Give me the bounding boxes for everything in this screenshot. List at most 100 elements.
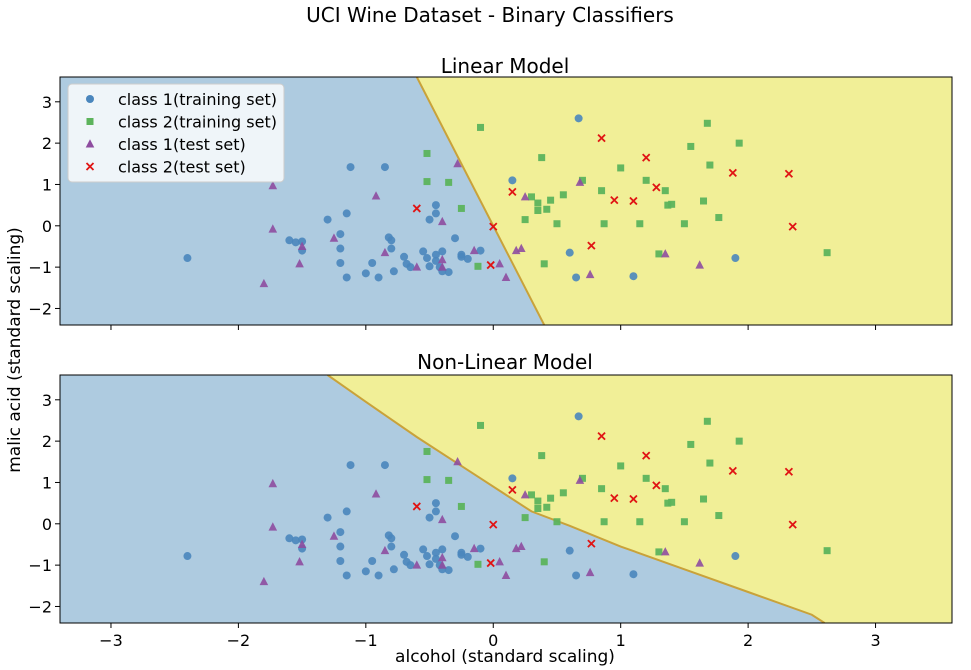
linear-class1-test-point: [259, 278, 269, 288]
linear-class1-train-point: [368, 259, 377, 267]
nonlinear-class2-train-point: [655, 548, 663, 556]
legend-marker-circle: [86, 95, 94, 103]
nonlinear-y-tick-label: −2: [28, 597, 52, 616]
nonlinear-class1-train-point: [389, 565, 398, 574]
nonlinear-class1-train-point: [342, 507, 351, 516]
linear-class2-train-point: [700, 197, 708, 205]
linear-class2-test-point: [784, 169, 794, 178]
nonlinear-class2-test-point: [489, 520, 498, 529]
linear-class1-test-point: [660, 249, 670, 258]
linear-class1-train-point: [342, 209, 351, 218]
legend-marker-square: [86, 118, 94, 125]
linear-class1-train-point: [336, 259, 345, 267]
linear-class2-test-point: [489, 222, 498, 231]
nonlinear-class1-train-point: [346, 461, 355, 470]
linear-model-title: Linear Model: [441, 54, 570, 78]
linear-class2-train-point: [735, 139, 743, 147]
linear-class1-test-point: [437, 216, 447, 226]
linear-class1-train-point: [323, 215, 332, 224]
nonlinear-class1-train-point: [336, 557, 345, 565]
linear-class2-test-point: [412, 204, 421, 213]
linear-class2-train-point: [661, 187, 669, 195]
linear-class1-train-point: [438, 247, 447, 256]
linear-class1-train-point: [431, 201, 440, 210]
nonlinear-class1-train-point: [444, 566, 453, 575]
linear-class1-train-point: [431, 209, 440, 218]
linear-class2-test-point: [486, 260, 495, 270]
linear-class2-train-point: [578, 176, 586, 184]
linear-class2-train-point: [680, 220, 688, 228]
nonlinear-x-tick-label: 1: [616, 631, 626, 650]
nonlinear-class1-train-point: [323, 513, 332, 522]
nonlinear-class2-train-point: [578, 474, 586, 482]
nonlinear-class2-test-point: [784, 467, 794, 476]
linear-class1-train-point: [508, 176, 517, 185]
nonlinear-class1-train-point: [336, 528, 345, 537]
linear-class1-test-point: [295, 259, 304, 268]
linear-class1-train-point: [342, 273, 351, 282]
linear-class1-train-point: [387, 236, 396, 245]
linear-y-tick-label: 0: [42, 217, 52, 236]
linear-class1-test-point: [412, 262, 422, 271]
nonlinear-class1-test-point: [437, 560, 447, 569]
nonlinear-y-tick-label: 3: [42, 391, 52, 410]
linear-y-tick-label: 3: [42, 93, 52, 112]
linear-decision-boundary: [415, 77, 546, 325]
nonlinear-class2-train-point: [540, 558, 548, 566]
linear-class2-train-point: [706, 161, 714, 169]
linear-class2-test-point: [629, 196, 638, 206]
nonlinear-class1-test-point: [453, 457, 462, 466]
nonlinear-class1-train-point: [508, 474, 517, 483]
linear-class1-train-point: [731, 254, 740, 263]
linear-class2-train-point: [477, 123, 485, 131]
linear-y-tick-label: −2: [28, 299, 52, 318]
linear-class2-train-point: [642, 176, 650, 184]
linear-class2-train-point: [664, 201, 672, 209]
nonlinear-class1-train-point: [731, 552, 740, 561]
linear-class1-test-point: [268, 180, 278, 190]
nonlinear-class1-train-point: [476, 544, 485, 553]
nonlinear-class1-test-point: [495, 557, 504, 566]
nonlinear-class1-test-point: [585, 567, 595, 577]
linear-class1-train-point: [183, 254, 192, 263]
linear-class2-test-point: [597, 134, 606, 143]
nonlinear-model-panel: −3 −2 −1 0 1 2 3 −2 −1 0 1 2 3 Non-Linear Model: [28, 350, 953, 650]
linear-class2-train-point: [598, 187, 606, 195]
nonlinear-class2-test-point: [629, 494, 638, 504]
nonlinear-class2-train-point: [661, 485, 669, 493]
linear-class2-test-point: [642, 153, 651, 162]
linear-class1-test-point: [495, 259, 504, 268]
nonlinear-class1-test-point: [295, 557, 304, 566]
linear-class1-test-point: [437, 254, 447, 264]
nonlinear-class1-train-point: [572, 571, 581, 580]
nonlinear-class1-test-point: [259, 576, 269, 586]
linear-class1-train-point: [425, 262, 434, 271]
nonlinear-class1-train-point: [291, 536, 300, 545]
nonlinear-class2-train-point: [445, 476, 453, 484]
nonlinear-class2-test-point: [652, 481, 661, 490]
nonlinear-class1-test-point: [516, 541, 526, 551]
nonlinear-class2-test-point: [412, 502, 421, 511]
x-axis-label: alcohol (standard scaling): [395, 647, 615, 667]
nonlinear-class2-train-point: [706, 459, 714, 467]
nonlinear-x-tick-label: 0: [488, 631, 498, 650]
nonlinear-class1-train-point: [438, 545, 447, 554]
nonlinear-class1-test-point: [268, 522, 278, 531]
nonlinear-class2-train-point: [642, 474, 650, 482]
y-axis-label: malic acid (standard scaling): [5, 227, 25, 473]
linear-class1-test-point: [695, 260, 704, 269]
linear-class1-train-point: [336, 230, 345, 239]
nonlinear-class2-train-point: [543, 503, 551, 511]
nonlinear-class2-test-point: [486, 558, 495, 568]
nonlinear-axes-frame: [59, 374, 953, 624]
nonlinear-x-tick-label: −3: [99, 631, 123, 650]
linear-class2-train-point: [687, 142, 695, 150]
linear-class2-train-point: [617, 164, 625, 172]
legend-marker-triangle: [85, 139, 95, 148]
nonlinear-class1-train-point: [387, 542, 396, 551]
linear-class2-train-point: [538, 154, 546, 162]
legend: class 1(training set) class 2(training se…: [67, 83, 285, 183]
linear-model-panel: −2 −1 0 1 2 3 Linear Model: [28, 54, 953, 330]
linear-class1-train-point: [346, 163, 355, 172]
